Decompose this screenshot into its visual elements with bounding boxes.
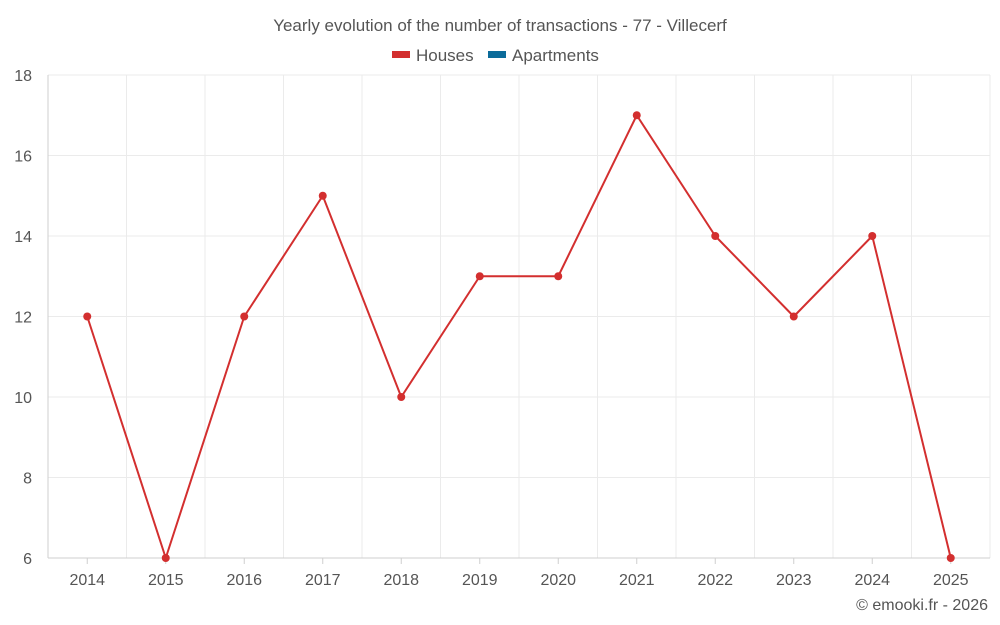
data-point-houses-2023[interactable]	[789, 312, 798, 321]
x-tick-label: 2015	[148, 572, 184, 589]
data-point-houses-2019[interactable]	[475, 272, 484, 281]
data-point-houses-2020[interactable]	[554, 272, 563, 281]
data-point-houses-2024[interactable]	[868, 232, 877, 240]
x-tick-label: 2017	[305, 572, 341, 589]
y-axis-ticks: 6 8 10 12 14 16 18	[14, 68, 32, 568]
data-point-houses-2017[interactable]	[318, 191, 327, 200]
y-tick-label: 18	[14, 68, 32, 85]
y-tick-label: 16	[14, 149, 32, 166]
y-tick-label: 8	[23, 471, 32, 488]
x-tick-label: 2014	[69, 572, 105, 589]
legend-swatch-houses	[392, 51, 410, 58]
x-tick-label: 2022	[697, 572, 733, 589]
x-tick-label: 2019	[462, 572, 498, 589]
x-tick-label: 2018	[383, 572, 419, 589]
legend-item-apartments[interactable]: Apartments	[488, 46, 599, 65]
credit-text: © emooki.fr - 2026	[856, 597, 988, 614]
y-tick-label: 14	[14, 229, 32, 246]
x-tick-label: 2021	[619, 572, 655, 589]
x-tick-label: 2023	[776, 572, 812, 589]
legend-swatch-apartments	[488, 51, 506, 58]
y-tick-label: 10	[14, 390, 32, 407]
legend-label-houses: Houses	[416, 46, 474, 65]
y-tick-label: 6	[23, 551, 32, 568]
data-point-houses-2014[interactable]	[83, 312, 92, 321]
x-tick-label: 2024	[854, 572, 890, 589]
data-point-houses-2025[interactable]	[946, 554, 955, 562]
y-tick-label: 12	[14, 310, 32, 327]
series-houses	[83, 111, 955, 562]
data-point-houses-2021[interactable]	[632, 111, 641, 120]
legend-item-houses[interactable]: Houses	[392, 46, 474, 65]
legend: Houses Apartments	[392, 46, 599, 65]
x-tick-label: 2020	[540, 572, 576, 589]
data-point-houses-2018[interactable]	[397, 393, 406, 401]
x-gridlines	[126, 75, 991, 558]
data-point-houses-2022[interactable]	[711, 232, 720, 240]
x-tick-label: 2016	[226, 572, 262, 589]
legend-label-apartments: Apartments	[512, 46, 599, 65]
x-axis-ticks: 2014 2015 2016 2017 2018 2019 2020 2021 2022 2023…	[69, 558, 969, 589]
data-point-houses-2016[interactable]	[240, 312, 249, 321]
series-line-houses	[86, 114, 952, 559]
chart-title: Yearly evolution of the number of transa…	[273, 16, 727, 35]
x-tick-label: 2025	[933, 572, 969, 589]
data-point-houses-2015[interactable]	[161, 554, 170, 562]
